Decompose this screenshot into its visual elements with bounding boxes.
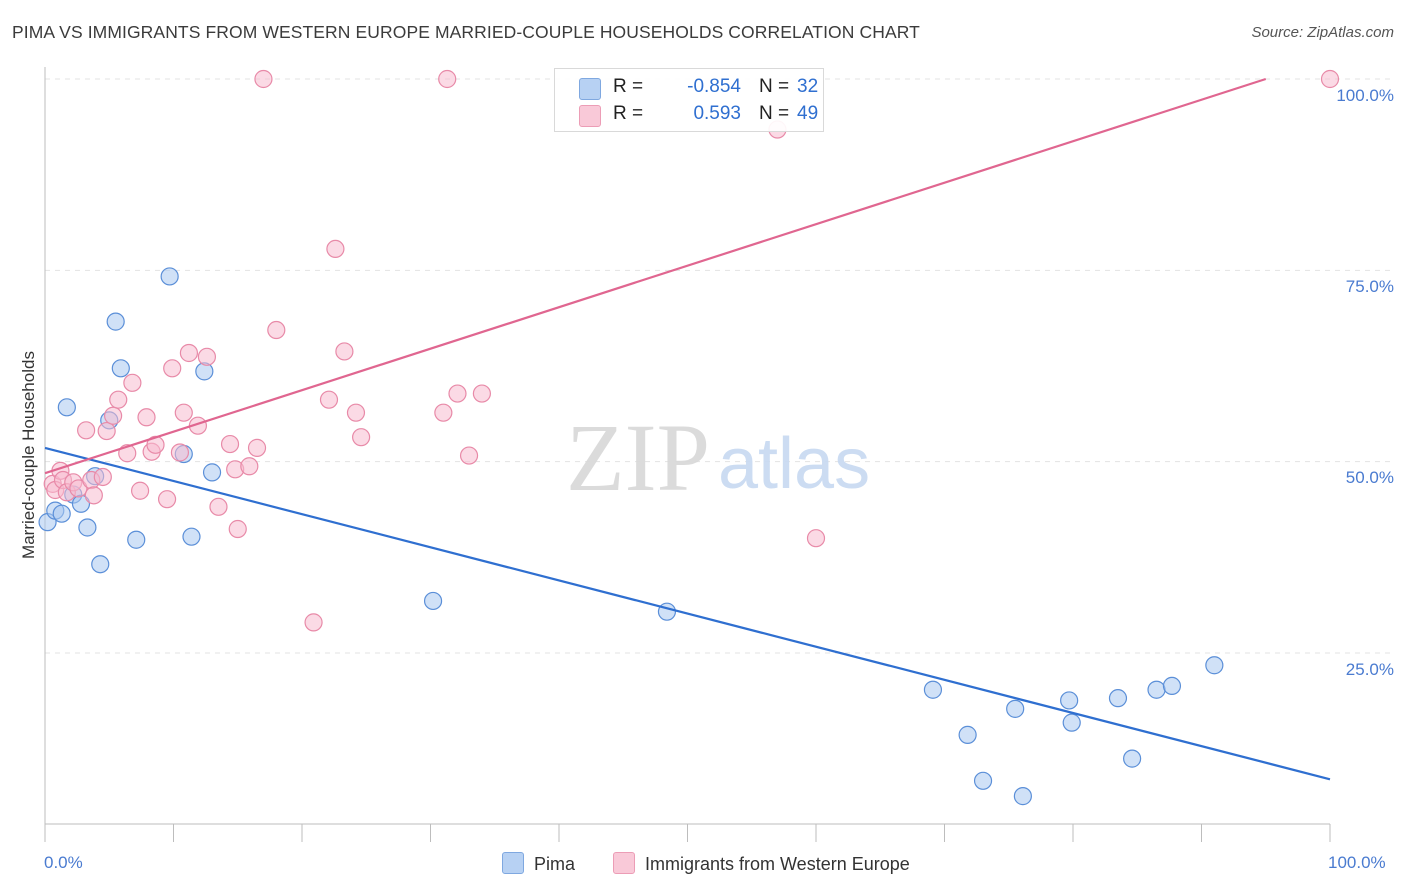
y-tick-label: 50.0%	[1345, 468, 1394, 487]
r-value: -0.854	[687, 76, 741, 97]
western-europe-legend-swatch-icon	[613, 852, 635, 874]
trend-line	[44, 77, 1267, 475]
data-point	[1013, 787, 1032, 806]
data-point	[1006, 699, 1025, 718]
data-point	[1147, 680, 1166, 699]
y-tick-label: 25.0%	[1345, 660, 1394, 679]
trend-line	[44, 446, 1331, 781]
pima-swatch-icon	[579, 78, 601, 100]
data-point	[438, 69, 457, 89]
data-point	[157, 490, 177, 509]
data-point	[78, 518, 97, 537]
data-point	[77, 421, 96, 440]
data-point	[197, 347, 217, 366]
data-point	[160, 267, 179, 286]
data-point	[93, 467, 112, 487]
data-point	[240, 457, 259, 476]
data-point	[123, 373, 142, 392]
data-point	[1320, 69, 1340, 89]
data-point	[1108, 689, 1128, 708]
data-point	[319, 390, 339, 409]
r-label: R =	[613, 103, 644, 124]
data-point	[179, 343, 199, 363]
watermark-atlas: atlas	[718, 424, 870, 504]
gridlines	[45, 78, 1394, 654]
data-point	[423, 591, 443, 611]
stats-legend: R = -0.854 N = 32 R = 0.593 N = 49	[554, 68, 824, 132]
data-point	[137, 408, 156, 427]
data-point	[130, 481, 150, 500]
data-point	[1062, 713, 1081, 732]
source-credit: Source: ZipAtlas.com	[1251, 24, 1394, 41]
n-value: 49	[797, 103, 819, 124]
legend-item-western-europe: Immigrants from Western Europe	[613, 852, 910, 875]
data-point	[472, 384, 491, 403]
axes	[44, 67, 1331, 842]
watermark-zip: ZIP	[566, 404, 710, 511]
data-point	[57, 398, 76, 417]
data-point	[448, 384, 467, 403]
data-point	[97, 421, 116, 441]
data-point	[182, 527, 201, 546]
data-point	[170, 443, 190, 462]
data-point	[174, 403, 193, 422]
y-tick-label: 100.0%	[1336, 86, 1394, 105]
n-value: 32	[797, 76, 819, 97]
data-point	[228, 519, 247, 539]
data-point	[923, 680, 943, 699]
data-point	[1123, 749, 1142, 768]
legend-label-western-europe: Immigrants from Western Europe	[645, 854, 910, 874]
data-point	[202, 463, 222, 482]
data-point	[104, 406, 123, 425]
watermark: ZIP atlas	[566, 404, 870, 511]
n-label: N =	[759, 103, 790, 124]
data-point	[209, 497, 228, 516]
data-point	[304, 613, 323, 632]
x-tick-label: 100.0%	[1328, 853, 1386, 872]
data-point	[91, 555, 110, 574]
data-point	[1060, 691, 1079, 710]
data-point	[326, 239, 345, 259]
data-point	[434, 403, 453, 422]
data-point	[127, 530, 146, 549]
chart-title: PIMA VS IMMIGRANTS FROM WESTERN EUROPE M…	[12, 22, 920, 42]
data-point	[84, 486, 103, 505]
y-tick-label: 75.0%	[1345, 277, 1394, 296]
data-point	[254, 69, 273, 89]
data-point	[346, 403, 366, 422]
data-point	[806, 529, 826, 548]
data-point	[459, 446, 479, 465]
data-point	[106, 312, 125, 331]
data-point	[1162, 676, 1182, 696]
data-point	[247, 438, 267, 457]
data-point	[52, 504, 71, 523]
n-label: N =	[759, 76, 790, 97]
data-point	[1205, 656, 1224, 675]
series-pima	[38, 267, 1331, 806]
data-point	[958, 725, 977, 744]
data-point	[109, 390, 128, 409]
legend-label-pima: Pima	[534, 854, 576, 874]
western-europe-swatch-icon	[579, 105, 601, 127]
data-point	[163, 359, 182, 378]
data-point	[267, 320, 286, 340]
r-value: 0.593	[693, 103, 741, 124]
series-layer	[38, 69, 1340, 806]
data-point	[973, 771, 993, 790]
data-point	[220, 434, 240, 454]
data-point	[352, 428, 371, 447]
y-axis-label: Married-couple Households	[19, 351, 38, 559]
data-point	[111, 359, 130, 378]
x-tick-label: 0.0%	[44, 853, 83, 872]
r-label: R =	[613, 76, 644, 97]
data-point	[69, 479, 88, 498]
pima-legend-swatch-icon	[502, 852, 524, 874]
legend-item-pima: Pima	[502, 852, 575, 875]
data-point	[335, 342, 354, 361]
series-western-europe	[43, 69, 1340, 632]
